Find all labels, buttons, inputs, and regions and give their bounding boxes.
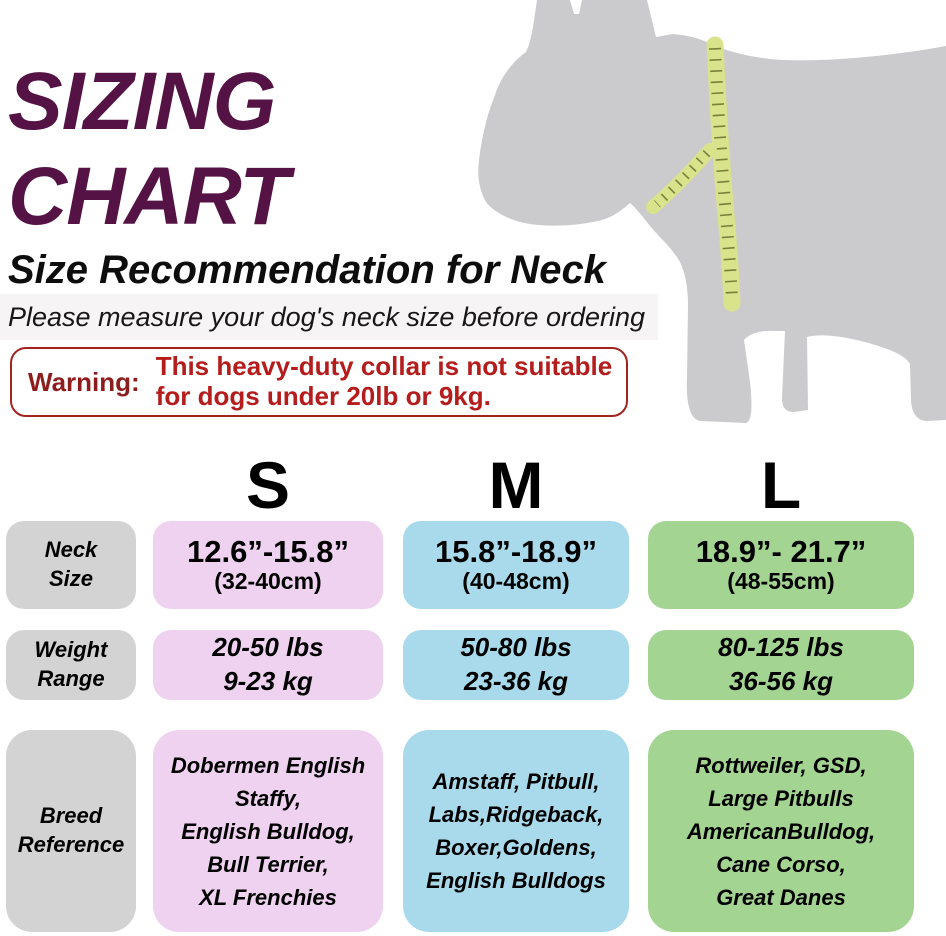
weight-cell-m: 50-80 lbs 23-36 kg [403, 630, 629, 700]
dog-silhouette-illustration [478, 0, 946, 423]
measure-note-band: Please measure your dog's neck size befo… [0, 294, 658, 340]
weight-cell-l: 80-125 lbs 36-56 kg [648, 630, 914, 700]
breed-cell-s: Dobermen English Staffy, English Bulldog… [153, 730, 383, 932]
neck-size-cell-s: 12.6”-15.8” (32-40cm) [153, 521, 383, 609]
weight-cell-s: 20-50 lbs 9-23 kg [153, 630, 383, 700]
neck-size-m-cm: (40-48cm) [462, 568, 570, 595]
dog-body-shape [478, 0, 946, 423]
size-header-m: M [488, 448, 544, 522]
warning-label: Warning: [28, 366, 140, 397]
weight-s-text: 20-50 lbs 9-23 kg [212, 632, 324, 696]
neck-size-l-cm: (48-55cm) [727, 568, 835, 595]
breed-cell-m: Amstaff, Pitbull, Labs,Ridgeback, Boxer,… [403, 730, 629, 932]
neck-size-m-inches: 15.8”-18.9” [435, 534, 597, 570]
row-label-breed-reference: Breed Reference [6, 730, 136, 932]
neck-size-cell-l: 18.9”- 21.7” (48-55cm) [648, 521, 914, 609]
weight-m-text: 50-80 lbs 23-36 kg [460, 632, 572, 696]
neck-size-l-inches: 18.9”- 21.7” [695, 534, 867, 570]
size-header-l: L [760, 448, 802, 522]
size-header-s: S [245, 448, 291, 522]
breed-l-text: Rottweiler, GSD, Large Pitbulls American… [686, 752, 876, 910]
breed-cell-l: Rottweiler, GSD, Large Pitbulls American… [648, 730, 914, 932]
page-title: SIZING CHART [8, 56, 289, 243]
row-label-neck-size: Neck Size [6, 521, 136, 609]
row-label-breed-reference-text: Breed Reference [17, 803, 125, 857]
neck-size-cell-m: 15.8”-18.9” (40-48cm) [403, 521, 629, 609]
warning-message: This heavy-duty collar is not suitable f… [155, 351, 613, 411]
measuring-tape [646, 36, 741, 312]
row-label-weight-range: Weight Range [6, 630, 136, 700]
row-label-weight-range-text: Weight Range [34, 637, 108, 691]
neck-size-s-cm: (32-40cm) [214, 568, 322, 595]
neck-size-s-inches: 12.6”-15.8” [187, 534, 349, 570]
measure-note: Please measure your dog's neck size befo… [8, 301, 646, 332]
weight-l-text: 80-125 lbs 36-56 kg [718, 632, 844, 696]
warning-box: Warning: This heavy-duty collar is not s… [10, 347, 628, 417]
page-subtitle: Size Recommendation for Neck [8, 248, 606, 292]
row-label-neck-size-text: Neck Size [44, 537, 98, 591]
breed-m-text: Amstaff, Pitbull, Labs,Ridgeback, Boxer,… [426, 769, 606, 893]
breed-s-text: Dobermen English Staffy, English Bulldog… [170, 752, 366, 910]
